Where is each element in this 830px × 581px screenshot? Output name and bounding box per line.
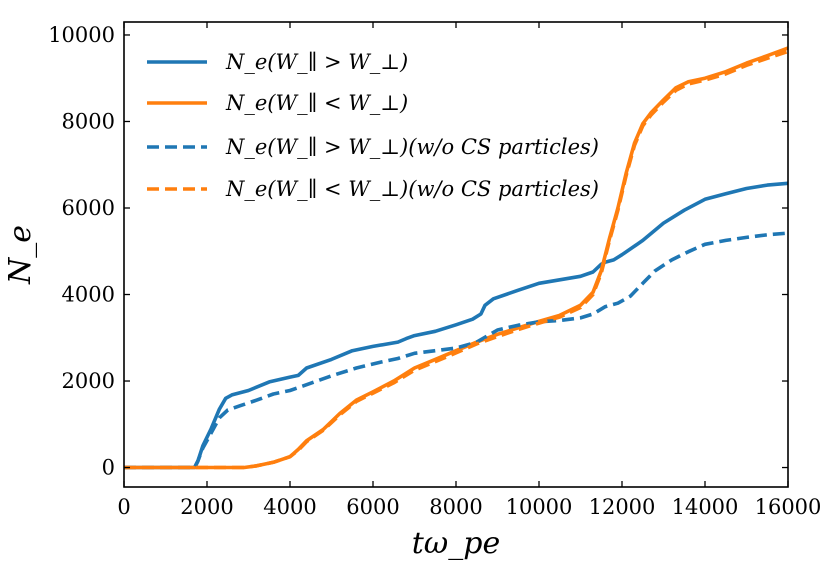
x-tick-label: 0 <box>117 495 130 519</box>
y-tick-label: 0 <box>102 456 115 480</box>
y-tick-label: 4000 <box>62 283 115 307</box>
x-axis-label: tω_pe <box>412 526 500 561</box>
axis-ticks: 0 2000 4000 6000 8000 10000 12000 14000 16000 0 20… <box>48 22 821 519</box>
x-tick-label: 2000 <box>180 495 233 519</box>
y-axis-label: N_e <box>3 225 38 285</box>
x-tick-label: 6000 <box>346 495 399 519</box>
y-tick-label: 2000 <box>62 369 115 393</box>
legend: N_e(W_∥ > W_⊥) N_e(W_∥ < W_⊥) N_e(W_∥ > W_… <box>147 50 599 201</box>
legend-label-3: N_e(W_∥ > W_⊥)(w/o CS particles) <box>225 135 599 159</box>
series-line-1 <box>124 181 789 470</box>
plot-lines <box>124 46 789 470</box>
plot-frame <box>123 21 789 488</box>
legend-label-2: N_e(W_∥ < W_⊥) <box>225 91 408 115</box>
x-tick-label: 8000 <box>429 495 482 519</box>
series-line-4 <box>124 49 789 470</box>
y-tick-label: 6000 <box>62 196 115 220</box>
legend-label-1: N_e(W_∥ > W_⊥) <box>225 50 408 74</box>
x-tick-label: 4000 <box>263 495 316 519</box>
y-tick-label: 8000 <box>62 109 115 133</box>
x-tick-label: 16000 <box>755 495 822 519</box>
x-tick-label: 12000 <box>589 495 656 519</box>
series-line-3 <box>124 231 789 470</box>
legend-label-4: N_e(W_∥ < W_⊥)(w/o CS particles) <box>225 177 599 201</box>
x-tick-label: 14000 <box>672 495 739 519</box>
y-tick-label: 10000 <box>48 23 115 47</box>
x-tick-label: 10000 <box>506 495 573 519</box>
